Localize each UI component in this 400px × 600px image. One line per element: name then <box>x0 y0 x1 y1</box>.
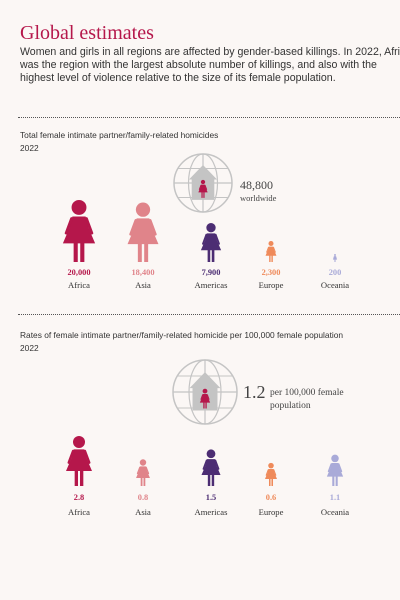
intro-line-1: Women and girls in all regions are affec… <box>20 46 400 58</box>
chart1-year: 2022 <box>20 143 39 153</box>
globe-icon <box>173 153 233 213</box>
intro-line-2: was the region with the largest absolute… <box>20 59 377 71</box>
figure-africa-icon <box>62 200 96 262</box>
category-label-africa: Africa <box>68 280 90 290</box>
figure-americas-icon <box>200 223 222 262</box>
globe-icon <box>172 359 238 425</box>
figure-asia-icon <box>136 459 150 486</box>
chart2-year: 2022 <box>20 343 39 353</box>
house-figure-icon <box>199 388 211 409</box>
figure-oceania-icon <box>332 254 338 262</box>
figure-africa-icon <box>66 436 92 486</box>
house-figure-icon <box>198 179 208 198</box>
figure-europe-icon <box>264 462 278 486</box>
total-caption-line: per 100,000 female <box>270 387 344 398</box>
category-label-africa: Africa <box>68 507 90 517</box>
value-label-africa: 2.8 <box>74 493 84 502</box>
chart2-title: Rates of female intimate partner/family-… <box>20 330 344 340</box>
value-label-europe: 0.6 <box>266 493 276 502</box>
figure-europe-icon <box>265 240 277 262</box>
category-label-europe: Europe <box>259 280 284 290</box>
value-label-americas: 1.5 <box>206 493 216 502</box>
chart2-pictogram: 1.2 per 100,000 female population 2.8 Africa… <box>66 359 349 517</box>
value-label-oceania: 200 <box>329 268 342 277</box>
figure-oceania-icon <box>326 454 344 486</box>
intro-text: Women and girls in all regions are affec… <box>20 46 400 85</box>
total-caption-line: population <box>270 401 311 411</box>
category-label-americas: Americas <box>195 507 229 517</box>
category-label-oceania: Oceania <box>321 280 349 290</box>
value-label-oceania: 1.1 <box>330 493 340 502</box>
category-label-asia: Asia <box>135 507 151 517</box>
category-label-oceania: Oceania <box>321 507 349 517</box>
section-divider-1 <box>18 117 400 118</box>
figure-asia-icon <box>127 202 159 262</box>
value-label-europe: 2,300 <box>262 268 281 277</box>
total-value: 48,800 <box>240 178 273 192</box>
category-label-americas: Americas <box>195 280 229 290</box>
value-label-asia: 18,400 <box>131 268 154 277</box>
page-title: Global estimates <box>20 22 154 44</box>
intro-line-3: highest level of violence relative to th… <box>20 72 336 84</box>
section-divider-2 <box>18 314 400 315</box>
figure-americas-icon <box>201 449 221 486</box>
value-label-africa: 20,000 <box>67 268 90 277</box>
total-caption: worldwide <box>240 193 277 203</box>
category-label-asia: Asia <box>135 280 151 290</box>
value-label-americas: 7,900 <box>202 268 221 277</box>
value-label-asia: 0.8 <box>138 493 148 502</box>
total-value: 1.2 <box>243 382 266 402</box>
category-label-europe: Europe <box>259 507 284 517</box>
chart1-title: Total female intimate partner/family-rel… <box>20 130 219 140</box>
